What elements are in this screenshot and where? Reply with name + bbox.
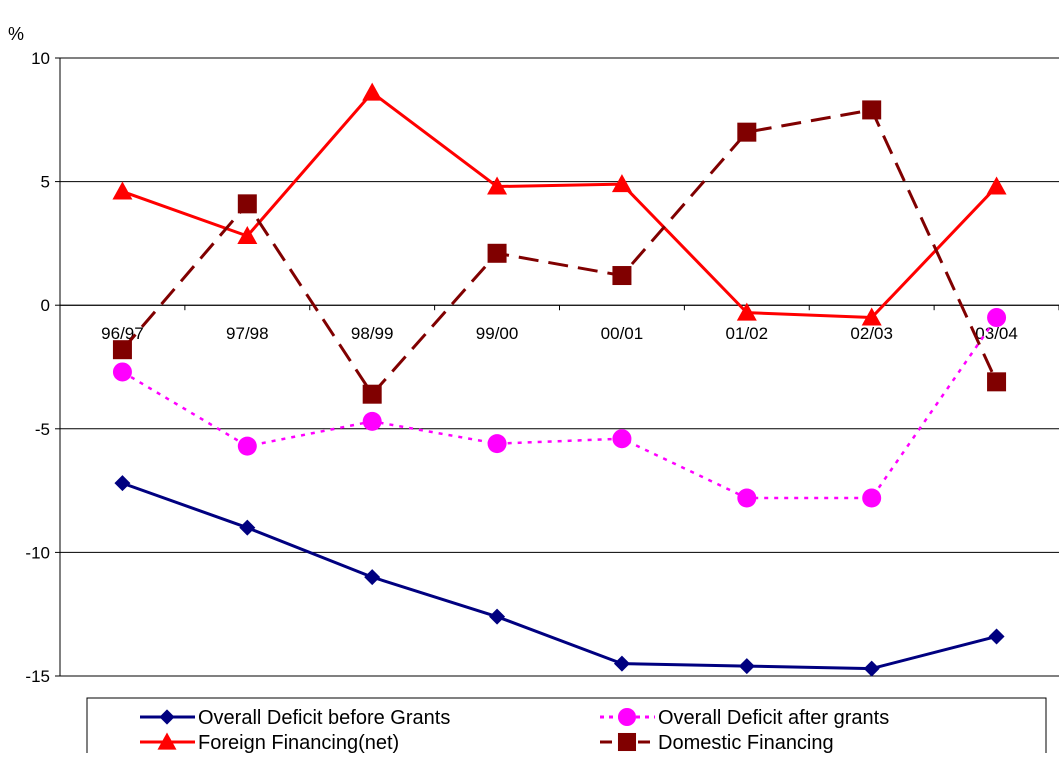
y-tick-label: 0: [41, 296, 50, 315]
x-tick-label: 97/98: [226, 324, 269, 343]
data-point: [611, 174, 632, 193]
y-tick-label: 5: [41, 173, 50, 192]
series-line: [121, 316, 998, 500]
data-point: [237, 436, 257, 456]
series-group: [112, 82, 1007, 677]
data-point: [239, 519, 256, 536]
legend-label: Foreign Financing(net): [198, 732, 399, 753]
data-point: [612, 266, 632, 286]
series-line: [121, 481, 997, 671]
data-point: [987, 372, 1007, 392]
series-line: [121, 91, 998, 320]
data-point: [112, 340, 132, 360]
y-axis-label: %: [8, 24, 24, 44]
y-tick-label: -15: [25, 667, 50, 686]
legend-label: Overall Deficit after grants: [658, 707, 889, 729]
data-point: [861, 307, 882, 326]
data-point: [487, 434, 507, 454]
legend-label: Overall Deficit before Grants: [198, 707, 450, 729]
gridlines: [60, 57, 1059, 677]
data-point: [487, 176, 508, 195]
data-point: [112, 181, 133, 200]
data-point: [114, 475, 131, 492]
data-point: [489, 608, 506, 625]
data-point: [863, 660, 880, 677]
data-point: [237, 225, 258, 244]
y-tick-label: -5: [35, 420, 50, 439]
x-tick-label: 00/01: [601, 324, 644, 343]
data-point: [988, 628, 1005, 645]
data-point: [362, 384, 382, 404]
legend-marker: [617, 732, 637, 752]
x-tick-label: 99/00: [476, 324, 519, 343]
data-point: [987, 308, 1007, 328]
legend-marker: [617, 707, 637, 727]
data-point: [362, 411, 382, 431]
x-tick-label: 01/02: [726, 324, 769, 343]
data-point: [487, 243, 507, 263]
data-point: [862, 488, 882, 508]
y-tick-label: 10: [31, 49, 50, 68]
data-point: [112, 362, 132, 382]
data-point: [362, 82, 383, 101]
data-point: [613, 655, 630, 672]
data-point: [737, 488, 757, 508]
legend: Overall Deficit before Grants Overall Def…: [86, 697, 1047, 758]
legend-box: [86, 697, 1047, 758]
x-tick-label: 03/04: [975, 324, 1018, 343]
data-point: [364, 569, 381, 586]
legend-label: Domestic Financing: [658, 732, 834, 753]
x-tick-label: 02/03: [850, 324, 893, 343]
legend-marker: [159, 709, 175, 725]
data-point: [738, 658, 755, 675]
legend-marker: [157, 732, 177, 750]
x-tick-label: 98/99: [351, 324, 394, 343]
data-point: [736, 302, 757, 321]
data-point: [612, 429, 632, 449]
y-tick-label: -10: [25, 543, 50, 562]
data-point: [237, 194, 257, 214]
data-point: [737, 122, 757, 142]
series-line: [121, 108, 998, 396]
data-point: [986, 176, 1007, 195]
data-point: [862, 100, 882, 120]
